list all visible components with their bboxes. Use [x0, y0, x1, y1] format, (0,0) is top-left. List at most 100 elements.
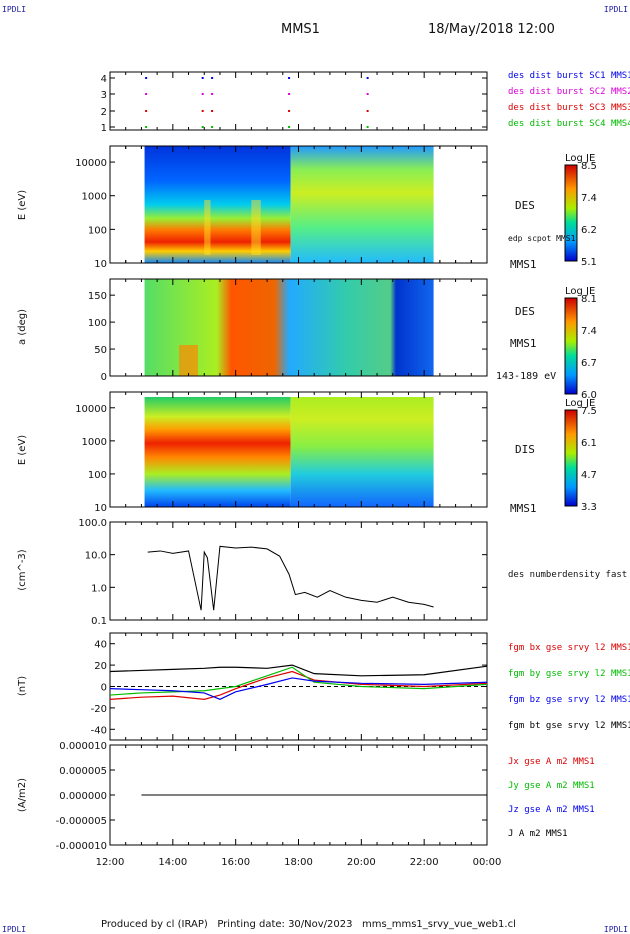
- burst-legend: des dist burst SC1 MMS1: [508, 71, 630, 81]
- burst-y-tick: 1: [101, 123, 107, 134]
- fgm-series-line: [109, 670, 488, 700]
- des-energy-y-tick: 10000: [75, 158, 107, 169]
- x-tick-label: 22:00: [410, 857, 439, 868]
- burst-point: [145, 110, 148, 112]
- density-y-tick: 10.0: [85, 551, 107, 562]
- x-tick-label: 16:00: [221, 857, 250, 868]
- fgm-series-line: [109, 666, 488, 696]
- fgm-y-tick: -40: [91, 725, 107, 736]
- density-series-line: [147, 545, 434, 611]
- des-energy-streak: [251, 200, 261, 255]
- current-legend: J A m2 MMS1: [508, 829, 568, 839]
- mission-title: MMS1: [281, 22, 320, 37]
- des-energy-colorbar-tick: 5.1: [581, 257, 597, 268]
- current-y-tick: 0.000010: [59, 741, 107, 752]
- burst-point: [366, 77, 369, 79]
- des-energy-colorbar-tick: 8.5: [581, 161, 597, 172]
- dis-energy-heatmap: [144, 397, 291, 507]
- x-tick-label: 20:00: [347, 857, 376, 868]
- burst-point: [211, 126, 214, 128]
- fgm-series-line: [109, 664, 488, 677]
- corner-label-tr: IPDLI: [603, 5, 628, 14]
- des-pitch-y-tick: 150: [88, 291, 107, 302]
- dis-energy-y-tick: 10000: [75, 404, 107, 415]
- fgm-ylabel: (nT): [17, 676, 28, 696]
- dis-energy-colorbar-tick: 6.1: [581, 438, 597, 449]
- fgm-series-line: [109, 677, 488, 700]
- des-energy-heatmap: [290, 146, 434, 263]
- burst-point: [288, 126, 291, 128]
- burst-point: [366, 126, 369, 128]
- dis-energy-colorbar: [564, 409, 578, 507]
- burst-legend: des dist burst SC3 MMS3: [508, 103, 630, 113]
- des-pitch-label: DES: [515, 305, 535, 318]
- footer-text: Produced by cl (IRAP) Printing date: 30/…: [101, 919, 516, 930]
- dis-energy-y-tick: 100: [88, 470, 107, 481]
- des-energy-streak: [204, 200, 211, 255]
- des-pitch-y-tick: 50: [94, 345, 107, 356]
- des-pitch-colorbar-tick: 8.1: [581, 294, 597, 305]
- fgm-legend: fgm bx gse srvy l2 MMS1: [508, 643, 630, 653]
- burst-y-tick: 2: [101, 107, 107, 118]
- des-energy-label: DES: [515, 199, 535, 212]
- current-y-tick: -0.000005: [56, 816, 107, 827]
- burst-point: [211, 93, 214, 95]
- fgm-y-tick: 0: [101, 683, 107, 694]
- dis-energy-sc-label: MMS1: [510, 502, 537, 515]
- x-tick-label: 14:00: [158, 857, 187, 868]
- des-energy-colorbar-title: Log JE: [565, 153, 595, 164]
- burst-point: [211, 77, 214, 79]
- x-tick-label: 00:00: [473, 857, 502, 868]
- burst-point: [288, 77, 291, 79]
- dis-energy-label: DIS: [515, 443, 535, 456]
- dis-energy-colorbar-tick: 4.7: [581, 470, 597, 481]
- fgm-y-tick: -20: [91, 704, 107, 715]
- burst-y-tick: 4: [101, 74, 107, 85]
- corner-label-bl: IPDLI: [2, 925, 27, 934]
- dis-energy-colorbar-tick: 3.3: [581, 502, 597, 513]
- density-legend: des numberdensity fast M: [508, 570, 630, 580]
- des-energy-y-tick: 10: [94, 259, 107, 270]
- dis-energy-y-tick: 1000: [82, 437, 107, 448]
- burst-point: [145, 77, 148, 79]
- fgm-y-tick: 20: [94, 661, 107, 672]
- dis-energy-heatmap: [290, 397, 434, 507]
- des-pitch-y-tick: 100: [88, 318, 107, 329]
- burst-y-tick: 3: [101, 90, 107, 101]
- dis-energy-colorbar-tick: 7.5: [581, 406, 597, 417]
- des-pitch-colorbar-tick: 6.0: [581, 390, 597, 401]
- dis-energy-colorbar-title: Log JE: [565, 398, 595, 409]
- density-y-tick: 0.1: [91, 616, 107, 627]
- burst-point: [288, 110, 291, 112]
- current-y-tick: -0.000010: [56, 841, 107, 852]
- density-y-tick: 1.0: [91, 583, 107, 594]
- burst-point: [201, 77, 204, 79]
- corner-label-br: IPDLI: [603, 925, 628, 934]
- des-energy-colorbar-tick: 7.4: [581, 193, 597, 204]
- des-pitch-energy-range: 143-189 eV: [496, 371, 557, 382]
- burst-point: [145, 93, 148, 95]
- fgm-legend: fgm bt gse srvy l2 MMS1: [508, 721, 630, 731]
- current-legend: Jz gse A m2 MMS1: [508, 805, 595, 815]
- des-pitch-ylabel: a (deg): [17, 309, 28, 345]
- des-energy-y-tick: 100: [88, 225, 107, 236]
- burst-point: [145, 126, 148, 128]
- burst-point: [201, 93, 204, 95]
- des-energy-sc-label: MMS1: [510, 258, 537, 271]
- des-pitch-colorbar: [564, 297, 578, 395]
- dis-energy-ylabel: E (eV): [17, 435, 28, 465]
- date-time: 18/May/2018 12:00: [428, 22, 555, 37]
- des-energy-heatmap: [144, 146, 291, 263]
- density-y-tick: 100.0: [78, 518, 107, 529]
- des-energy-y-tick: 1000: [82, 192, 107, 203]
- fgm-legend: fgm by gse srvy l2 MMS1: [508, 669, 630, 679]
- burst-point: [201, 126, 204, 128]
- burst-point: [211, 110, 214, 112]
- des-energy-ylabel: E (eV): [17, 190, 28, 220]
- des-energy-colorbar-tick: 6.2: [581, 225, 597, 236]
- x-tick-label: 12:00: [96, 857, 125, 868]
- des-pitch-colorbar-title: Log JE: [565, 286, 595, 297]
- burst-point: [366, 93, 369, 95]
- corner-label-tl: IPDLI: [2, 5, 27, 14]
- burst-point: [201, 110, 204, 112]
